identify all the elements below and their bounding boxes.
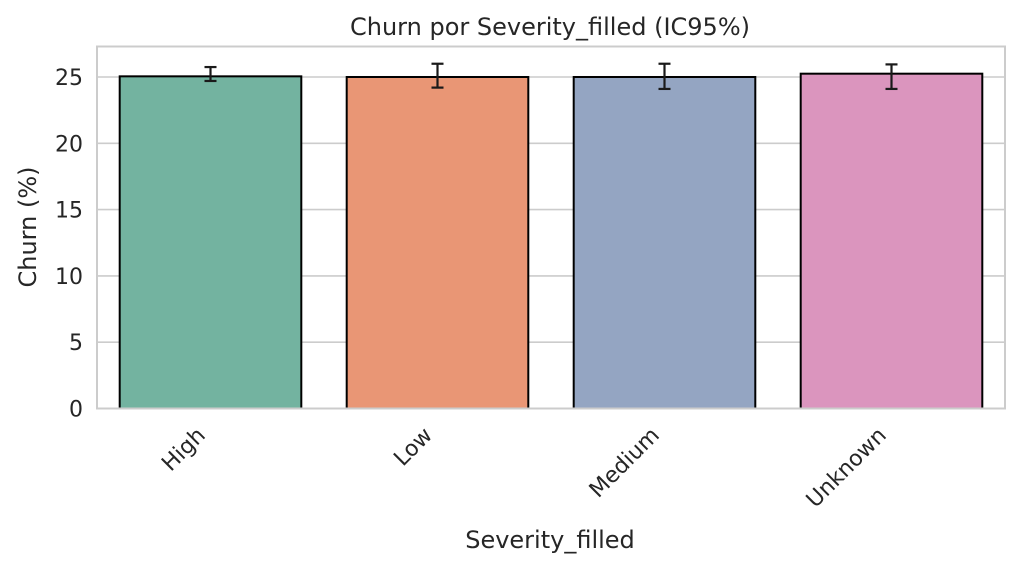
error-bar-low — [431, 62, 444, 89]
x-tick-label-low: Low — [389, 423, 437, 471]
error-bars — [204, 62, 898, 91]
bar-unknown — [799, 72, 984, 410]
y-tick-label: 15 — [55, 199, 83, 224]
bar-low — [345, 75, 530, 410]
y-tick-label: 0 — [69, 398, 83, 423]
bar-medium — [572, 75, 757, 410]
x-tick-labels: High Low Medium Unknown — [157, 423, 891, 513]
bars — [118, 72, 984, 410]
y-tick-label: 10 — [55, 265, 83, 290]
y-tick-label: 5 — [69, 331, 83, 356]
x-axis-label: Severity_filled — [465, 526, 635, 554]
error-bar-high — [204, 65, 217, 83]
x-tick-label-unknown: Unknown — [802, 423, 892, 513]
error-bar-medium — [658, 62, 671, 91]
error-bar-unknown — [885, 63, 898, 91]
y-tick-label: 25 — [55, 66, 83, 91]
y-axis-label: Churn (%) — [14, 167, 42, 288]
y-tick-label: 20 — [55, 132, 83, 157]
bar-high — [118, 75, 303, 410]
x-tick-label-medium: Medium — [585, 423, 665, 503]
y-tick-labels: 0 5 10 15 20 25 — [55, 66, 83, 423]
plot-frame — [96, 45, 1006, 410]
x-tick-label-high: High — [157, 423, 210, 476]
chart-title: Churn por Severity_filled (IC95%) — [350, 13, 750, 41]
